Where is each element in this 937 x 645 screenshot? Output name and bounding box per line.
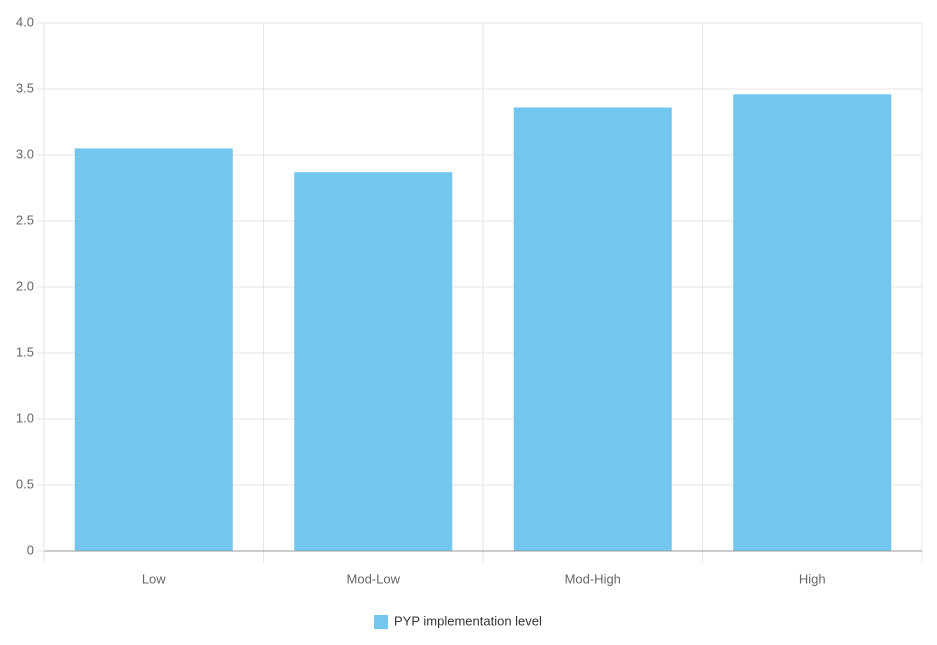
y-tick-label: 2.0 [16, 278, 34, 293]
bar [294, 172, 453, 551]
x-tick-label: High [799, 571, 826, 586]
y-tick-label: 2.5 [16, 212, 34, 227]
y-tick-label: 3.0 [16, 146, 34, 161]
bar [74, 148, 233, 551]
y-tick-label: 1.5 [16, 344, 34, 359]
x-tick-label: Mod-High [565, 571, 621, 586]
y-tick-label: 0.5 [16, 476, 34, 491]
bar [513, 107, 672, 551]
x-tick-label: Low [142, 571, 166, 586]
bar [733, 94, 892, 551]
legend-swatch [374, 615, 388, 629]
y-tick-label: 1.0 [16, 410, 34, 425]
x-tick-label: Mod-Low [347, 571, 401, 586]
legend-label: PYP implementation level [394, 613, 542, 628]
y-tick-label: 4.0 [16, 14, 34, 29]
y-tick-label: 3.5 [16, 80, 34, 95]
y-tick-label: 0 [27, 542, 34, 557]
